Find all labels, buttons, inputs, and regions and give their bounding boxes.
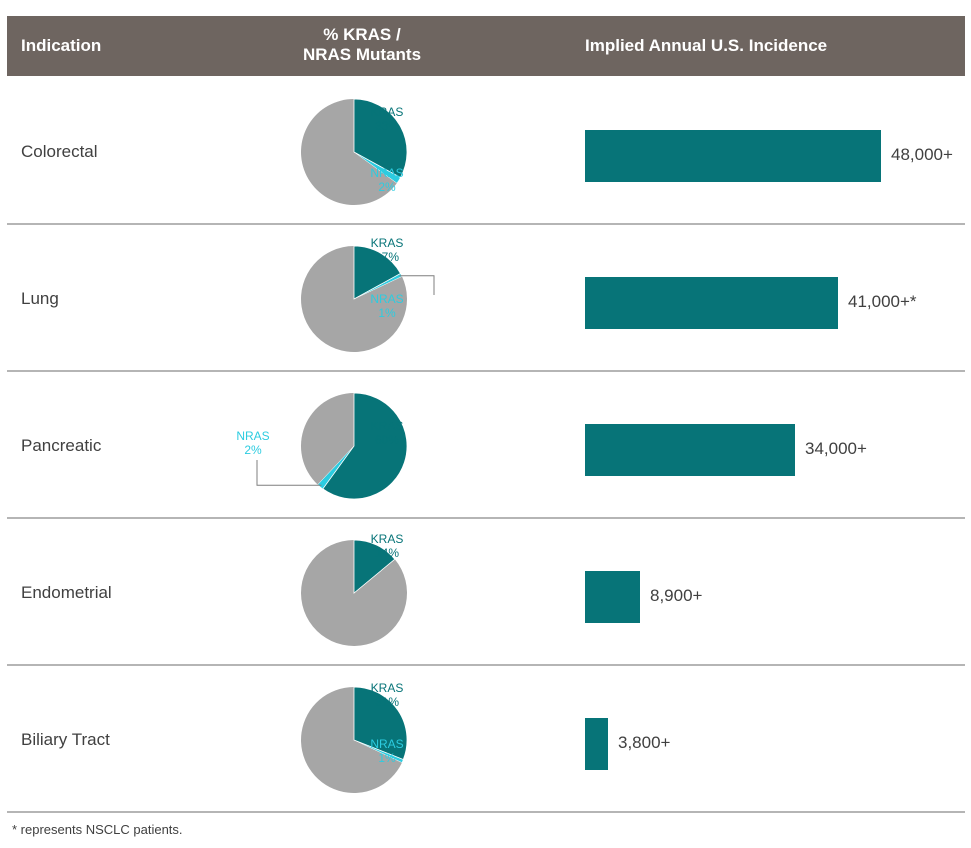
pie-slice-other	[300, 393, 354, 485]
incidence-bar	[585, 130, 881, 182]
row-divider	[7, 223, 965, 225]
nras-label: NRAS 1%	[370, 292, 403, 320]
pie-slice-kras	[322, 392, 408, 500]
pie-slice-other	[301, 99, 397, 205]
mutation-pie: KRAS 60% NRAS 2%	[236, 392, 408, 500]
indication-label: Colorectal	[21, 142, 98, 161]
nras-label: NRAS 1%	[370, 737, 403, 765]
pie-slice-kras	[353, 686, 408, 761]
incidence-value-label: 34,000+	[805, 439, 867, 458]
mutation-pie: KRAS 17% NRAS 1%	[301, 236, 435, 352]
mutation-pie: KRAS 33% NRAS 2%	[301, 98, 408, 205]
incidence-bar	[585, 718, 608, 770]
nras-label: NRAS 2%	[236, 429, 269, 457]
incidence-bar	[585, 277, 838, 329]
table-row: Endometrial KRAS 14% 8,900+	[7, 519, 965, 666]
incidence-value-label: 41,000+*	[848, 292, 917, 311]
pie-slice-other	[301, 687, 402, 793]
nras-leader-line	[256, 460, 322, 486]
nras-label: NRAS 2%	[370, 166, 403, 194]
kras-label: KRAS 60%	[371, 419, 404, 447]
kras-label: KRAS 14%	[371, 532, 404, 560]
kras-label: KRAS 31%	[371, 681, 404, 709]
table-row: Pancreatic KRAS 60% NRAS 2% 34,000+	[7, 372, 965, 519]
header-indication: Indication	[21, 36, 102, 55]
incidence-bar	[585, 424, 795, 476]
indication-label: Biliary Tract	[21, 730, 110, 749]
table-header: Indication % KRAS / NRAS Mutants Implied…	[7, 16, 965, 76]
indication-label: Lung	[21, 289, 59, 308]
table-row: Lung KRAS 17% NRAS 1% 41,000+*	[7, 225, 965, 372]
pie-slice-kras	[353, 539, 396, 594]
mutation-pie: KRAS 31% NRAS 1%	[301, 681, 408, 793]
indication-label: Endometrial	[21, 583, 112, 602]
incidence-value-label: 3,800+	[618, 733, 671, 752]
table-row: Colorectal KRAS 33% NRAS 2% 48,000+	[7, 78, 965, 225]
row-divider	[7, 664, 965, 666]
row-divider	[7, 517, 965, 519]
incidence-value-label: 48,000+	[891, 145, 953, 164]
row-divider	[7, 811, 965, 813]
row-divider	[7, 370, 965, 372]
pie-slice-kras	[353, 98, 408, 179]
header-pct-mutants: % KRAS / NRAS Mutants	[302, 25, 422, 64]
kras-label: KRAS 17%	[371, 236, 404, 264]
incidence-value-label: 8,900+	[650, 586, 703, 605]
incidence-bar	[585, 571, 640, 623]
indication-label: Pancreatic	[21, 436, 102, 455]
kras-label: KRAS 33%	[371, 105, 404, 133]
pie-slice-kras	[353, 245, 401, 300]
header-incidence: Implied Annual U.S. Incidence	[585, 36, 828, 55]
nras-leader-line	[399, 275, 435, 295]
mutation-pie: KRAS 14%	[300, 532, 407, 646]
footnote: * represents NSCLC patients.	[12, 822, 183, 837]
table-row: Biliary Tract KRAS 31% NRAS 1% 3,800+	[7, 666, 965, 813]
